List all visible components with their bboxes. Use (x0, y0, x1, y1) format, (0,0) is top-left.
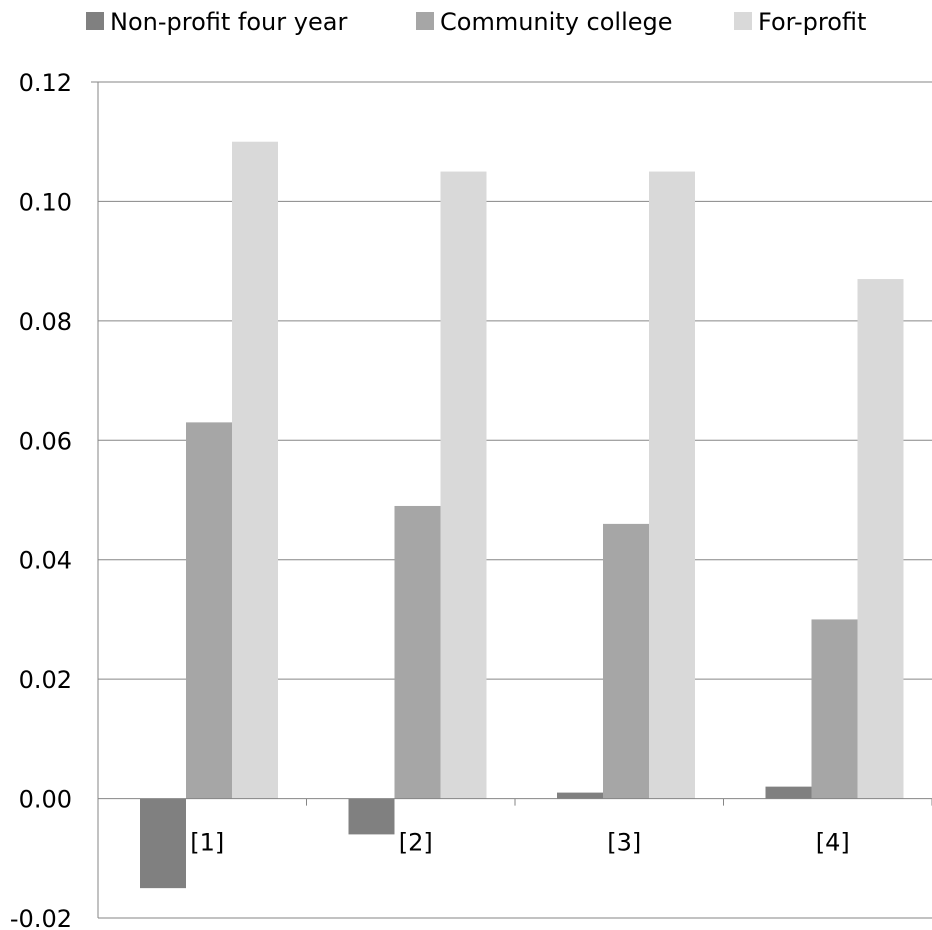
x-category-label: [3] (607, 829, 641, 857)
legend-swatch (86, 12, 104, 30)
legend-label: For-profit (758, 8, 866, 36)
legend-item: Non-profit four year (86, 8, 347, 36)
legend: Non-profit four year Community college For… (86, 8, 866, 36)
y-tick-label: 0.10 (19, 188, 72, 216)
legend-item: For-profit (734, 8, 866, 36)
y-tick-label: 0.00 (19, 786, 72, 814)
legend-swatch (734, 12, 752, 30)
legend-swatch (416, 12, 434, 30)
bar-non-profit-four-year-1 (140, 798, 186, 889)
y-tick-label: 0.06 (19, 427, 72, 455)
bar-community-college-2 (394, 505, 441, 799)
y-axis-tick-labels: -0.02 0.00 0.02 0.04 0.06 0.08 0.10 0.12 (10, 69, 72, 930)
bar-for-profit-4 (857, 279, 904, 799)
legend-item: Community college (416, 8, 673, 36)
bar-community-college-1 (186, 422, 232, 799)
bar-non-profit-four-year-4 (765, 786, 812, 799)
y-tick-label: 0.02 (19, 666, 72, 694)
y-tick-label: 0.08 (19, 308, 72, 336)
x-category-label: [1] (190, 829, 224, 857)
y-tick-label: 0.12 (19, 69, 72, 97)
bar-community-college-3 (603, 523, 649, 799)
legend-label: Community college (440, 8, 673, 36)
bars (140, 141, 904, 889)
bar-community-college-4 (811, 619, 858, 799)
bar-non-profit-four-year-2 (348, 798, 395, 835)
y-tick-label: 0.04 (19, 547, 72, 575)
bar-for-profit-1 (232, 141, 278, 799)
x-category-label: [2] (399, 829, 433, 857)
x-category-label: [4] (816, 829, 850, 857)
bar-for-profit-3 (649, 171, 695, 799)
bar-non-profit-four-year-3 (557, 792, 603, 799)
x-axis-category-labels: [1] [2] [3] [4] (190, 829, 850, 857)
bar-for-profit-2 (440, 171, 487, 799)
axes (91, 81, 932, 918)
legend-label: Non-profit four year (110, 8, 347, 36)
y-tick-label: -0.02 (10, 905, 72, 930)
